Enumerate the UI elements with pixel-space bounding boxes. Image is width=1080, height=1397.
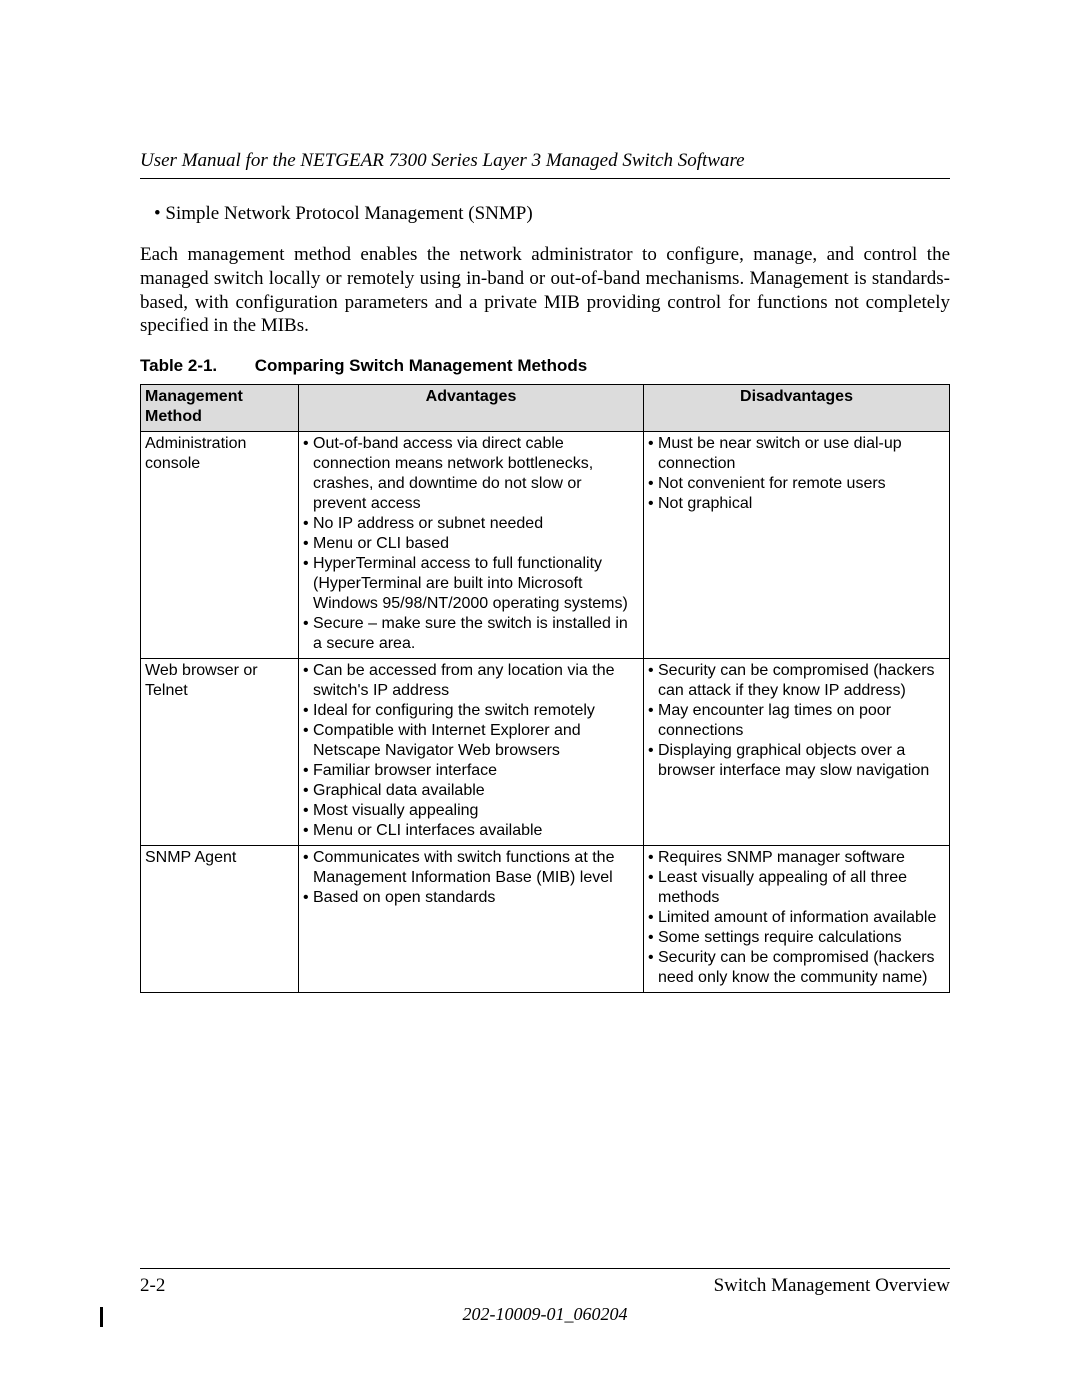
table-caption: Table 2-1. Comparing Switch Management M…	[140, 356, 950, 376]
footer-section-title: Switch Management Overview	[714, 1275, 950, 1297]
list-item: Compatible with Internet Explorer and Ne…	[313, 721, 639, 761]
list-item: Displaying graphical objects over a brow…	[658, 741, 945, 781]
cell-method: SNMP Agent	[141, 846, 299, 993]
list-item: HyperTerminal access to full functionali…	[313, 554, 639, 614]
list-item: May encounter lag times on poor connecti…	[658, 701, 945, 741]
list-item: Communicates with switch functions at th…	[313, 848, 639, 888]
footer-rule	[140, 1268, 950, 1269]
list-item: Security can be compromised (hackers can…	[658, 661, 945, 701]
list-item: Requires SNMP manager software	[658, 848, 945, 868]
col-header-method: Management Method	[141, 385, 299, 432]
cell-method: Administration console	[141, 432, 299, 659]
table-caption-text: Comparing Switch Management Methods	[255, 356, 587, 375]
cell-disadvantages: Must be near switch or use dial-up conne…	[644, 432, 950, 659]
table-caption-label: Table 2-1.	[140, 356, 250, 376]
change-bar	[100, 1307, 103, 1327]
list-item: Most visually appealing	[313, 801, 639, 821]
table-row: Web browser or Telnet Can be accessed fro…	[141, 659, 950, 846]
list-item: Limited amount of information available	[658, 908, 945, 928]
page-footer: 2-2 Switch Management Overview	[140, 1268, 950, 1297]
list-item: Must be near switch or use dial-up conne…	[658, 434, 945, 474]
cell-method: Web browser or Telnet	[141, 659, 299, 846]
list-item: Menu or CLI based	[313, 534, 639, 554]
bullet-item: Simple Network Protocol Management (SNMP…	[140, 203, 950, 225]
cell-disadvantages: Requires SNMP manager softwareLeast visu…	[644, 846, 950, 993]
cell-disadvantages: Security can be compromised (hackers can…	[644, 659, 950, 846]
list-item: Security can be compromised (hackers nee…	[658, 948, 945, 988]
header-rule	[140, 178, 950, 179]
col-header-advantages: Advantages	[299, 385, 644, 432]
table-header-row: Management Method Advantages Disadvantag…	[141, 385, 950, 432]
list-item: Not graphical	[658, 494, 945, 514]
list-item: Based on open standards	[313, 888, 639, 908]
table-row: SNMP Agent Communicates with switch funct…	[141, 846, 950, 993]
body-paragraph: Each management method enables the netwo…	[140, 243, 950, 338]
list-item: Can be accessed from any location via th…	[313, 661, 639, 701]
table-row: Administration consoleOut-of-band access…	[141, 432, 950, 659]
comparison-table: Management Method Advantages Disadvantag…	[140, 384, 950, 993]
list-item: No IP address or subnet needed	[313, 514, 639, 534]
running-header: User Manual for the NETGEAR 7300 Series …	[140, 150, 950, 172]
page-number: 2-2	[140, 1275, 165, 1297]
cell-advantages: Out-of-band access via direct cable conn…	[299, 432, 644, 659]
list-item: Some settings require calculations	[658, 928, 945, 948]
list-item: Ideal for configuring the switch remotel…	[313, 701, 639, 721]
table-body: Administration consoleOut-of-band access…	[141, 432, 950, 993]
cell-advantages: Communicates with switch functions at th…	[299, 846, 644, 993]
list-item: Out-of-band access via direct cable conn…	[313, 434, 639, 514]
list-item: Not convenient for remote users	[658, 474, 945, 494]
list-item: Familiar browser interface	[313, 761, 639, 781]
list-item: Secure – make sure the switch is install…	[313, 614, 639, 654]
page: User Manual for the NETGEAR 7300 Series …	[0, 0, 1080, 1397]
footer-doc-id: 202-10009-01_060204	[140, 1304, 950, 1325]
col-header-disadvantages: Disadvantages	[644, 385, 950, 432]
list-item: Menu or CLI interfaces available	[313, 821, 639, 841]
list-item: Graphical data available	[313, 781, 639, 801]
list-item: Least visually appealing of all three me…	[658, 868, 945, 908]
cell-advantages: Can be accessed from any location via th…	[299, 659, 644, 846]
